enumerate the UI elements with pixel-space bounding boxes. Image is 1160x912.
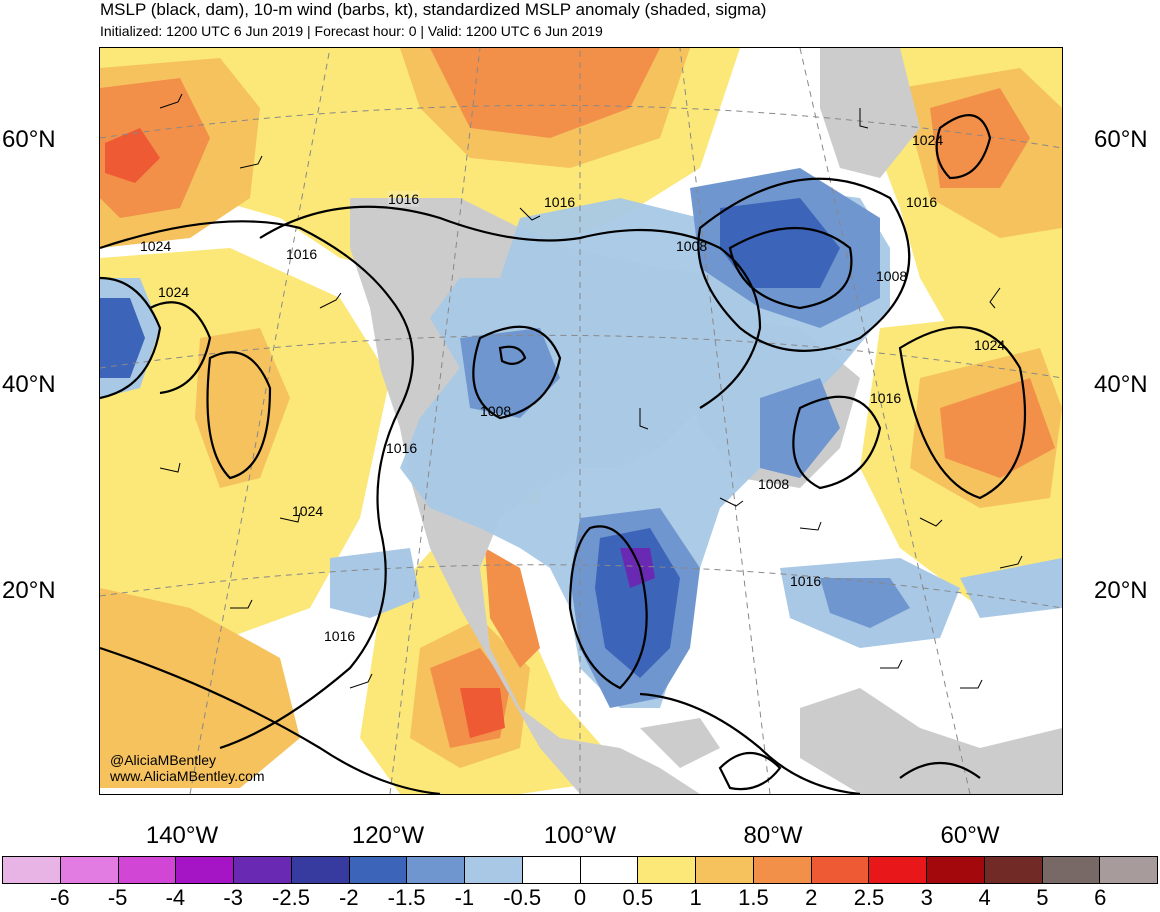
colorbar-label: 2.5 bbox=[853, 885, 885, 910]
weather-map[interactable]: 1016 1016 1024 1016 1024 1008 1024 1008 … bbox=[99, 47, 1063, 795]
colorbar-label: 1 bbox=[689, 885, 702, 910]
colorbar-box bbox=[118, 857, 177, 883]
colorbar-box bbox=[1042, 857, 1101, 883]
colorbar-box bbox=[291, 857, 350, 883]
colorbar-box bbox=[580, 857, 639, 883]
lat-label-60n-left: 60°N bbox=[2, 126, 56, 153]
isobar-label: 1016 bbox=[286, 246, 318, 262]
colorbar-label: 5 bbox=[1036, 885, 1049, 910]
anomaly-colorbar bbox=[2, 856, 1158, 884]
colorbar-labels: -6 -5 -4 -3 -2.5 -2 -1.5 -1 -0.5 0 0.5 1 1.5 2 2.5 3 4 5 6 bbox=[0, 886, 1160, 912]
isobar-label: 1016 bbox=[870, 390, 902, 406]
lon-label-80w: 80°W bbox=[743, 822, 803, 849]
colorbar-box bbox=[869, 857, 927, 883]
colorbar-box bbox=[696, 857, 754, 883]
lat-label-60n-right: 60°N bbox=[1094, 126, 1148, 153]
map-canvas bbox=[100, 48, 1062, 794]
lon-label-60w: 60°W bbox=[940, 822, 1000, 849]
colorbar-box bbox=[811, 857, 870, 883]
lon-label-100w: 100°W bbox=[543, 822, 617, 849]
colorbar-box bbox=[60, 857, 119, 883]
credit-url: www.AliciaMBentley.com bbox=[110, 768, 265, 784]
isobar-label: 1024 bbox=[912, 132, 944, 148]
map-title: MSLP (black, dam), 10-m wind (barbs, kt)… bbox=[100, 0, 767, 19]
colorbar-label: -6 bbox=[50, 885, 70, 910]
wind-barbs bbox=[159, 93, 1023, 689]
colorbar-box bbox=[984, 857, 1043, 883]
colorbar-box bbox=[234, 857, 292, 883]
colorbar-box bbox=[1100, 857, 1157, 883]
lat-label-20n-right: 20°N bbox=[1094, 577, 1148, 604]
colorbar-label: 4 bbox=[978, 885, 991, 910]
isobar-label: 1024 bbox=[974, 337, 1006, 353]
lon-label-140w: 140°W bbox=[145, 822, 219, 849]
colorbar-label: -1.5 bbox=[387, 885, 426, 910]
colorbar-label: -3 bbox=[223, 885, 243, 910]
colorbar-label: -1 bbox=[454, 885, 475, 910]
colorbar-label: -2.5 bbox=[272, 885, 310, 910]
lon-label-120w: 120°W bbox=[351, 822, 425, 849]
colorbar-label: 3 bbox=[920, 885, 933, 910]
negative-anomaly-shading bbox=[100, 168, 1062, 708]
isobar-label: 1008 bbox=[480, 403, 512, 419]
isobar-label: 1016 bbox=[324, 628, 356, 644]
colorbar-box bbox=[176, 857, 234, 883]
isobar-label: 1008 bbox=[876, 268, 908, 284]
colorbar-box bbox=[753, 857, 812, 883]
graticule-lines bbox=[100, 48, 1062, 794]
lat-label-20n-left: 20°N bbox=[2, 577, 56, 604]
colorbar-box bbox=[522, 857, 581, 883]
credit-handle: @AliciaMBentley bbox=[110, 752, 217, 768]
colorbar-box bbox=[638, 857, 696, 883]
isobar-label: 1016 bbox=[906, 194, 938, 210]
colorbar-label: -4 bbox=[165, 885, 186, 910]
map-subtitle: Initialized: 1200 UTC 6 Jun 2019 | Forec… bbox=[100, 23, 603, 39]
isobar-label: 1008 bbox=[676, 238, 708, 254]
lat-label-40n-left: 40°N bbox=[2, 371, 56, 398]
colorbar-box bbox=[927, 857, 985, 883]
isobar-label: 1016 bbox=[386, 440, 418, 456]
isobar-label: 1016 bbox=[790, 573, 822, 589]
colorbar-label: -0.5 bbox=[503, 885, 542, 910]
colorbar-label: 2 bbox=[805, 885, 818, 910]
lat-label-40n-right: 40°N bbox=[1094, 371, 1148, 398]
mslp-contours bbox=[100, 114, 1027, 794]
isobar-label: 1008 bbox=[758, 476, 790, 492]
colorbar-box bbox=[465, 857, 523, 883]
colorbar-label: 0.5 bbox=[622, 885, 654, 910]
colorbar-box bbox=[349, 857, 408, 883]
colorbar-box bbox=[3, 857, 61, 883]
isobar-label: 1016 bbox=[388, 191, 420, 207]
colorbar-box bbox=[407, 857, 465, 883]
colorbar-label: 6 bbox=[1094, 885, 1107, 910]
isobar-label: 1016 bbox=[544, 194, 576, 210]
isobar-label: 1024 bbox=[158, 284, 190, 300]
colorbar-label: -5 bbox=[107, 885, 128, 910]
isobar-label: 1024 bbox=[292, 503, 324, 519]
colorbar-label: 0 bbox=[573, 885, 587, 910]
colorbar-label: -2 bbox=[339, 885, 359, 910]
colorbar-label: 1.5 bbox=[738, 885, 769, 910]
isobar-label: 1024 bbox=[140, 238, 172, 254]
